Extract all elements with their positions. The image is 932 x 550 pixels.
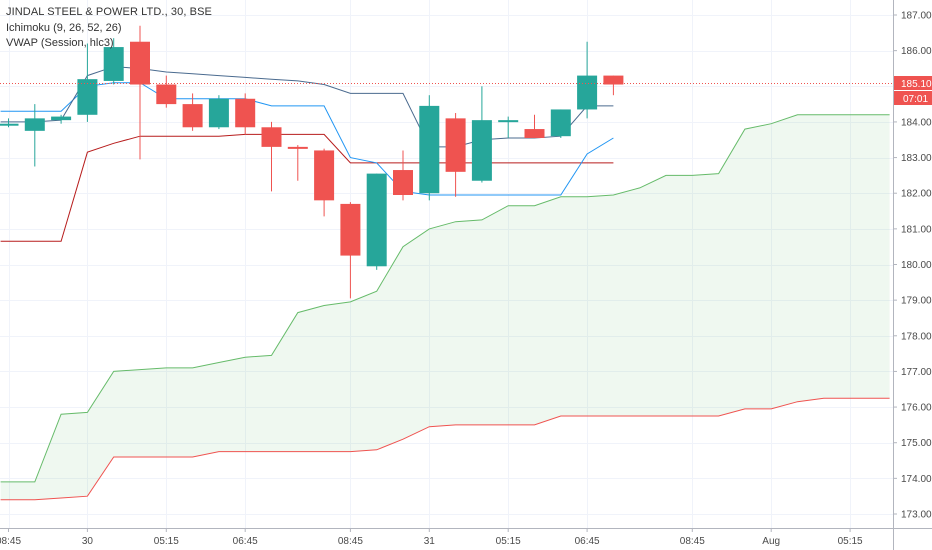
- conversion-line: [0, 82, 614, 196]
- candle[interactable]: [524, 114, 545, 138]
- time-tick-label: 30: [82, 536, 94, 547]
- price-tick-label: 184.00: [901, 117, 932, 128]
- candle-body[interactable]: [208, 98, 229, 128]
- candle-body[interactable]: [235, 98, 256, 128]
- last-price-label: 185.10: [901, 79, 932, 90]
- price-tick-label: 180.00: [901, 260, 932, 271]
- price-tick-label: 173.00: [901, 510, 932, 521]
- price-tick-label: 181.00: [901, 224, 932, 235]
- candle[interactable]: [182, 93, 203, 131]
- time-tick-label: 06:45: [233, 536, 258, 547]
- leading-span-b-line: [0, 397, 890, 501]
- candle[interactable]: [314, 148, 335, 217]
- time-tick-label: 06:45: [575, 536, 600, 547]
- candle[interactable]: [419, 95, 440, 201]
- price-tick-label: 176.00: [901, 403, 932, 414]
- candle-body[interactable]: [419, 105, 440, 194]
- candle[interactable]: [471, 86, 492, 183]
- candle-body[interactable]: [498, 120, 519, 123]
- candle[interactable]: [235, 93, 256, 135]
- price-tick-label: 186.00: [901, 46, 932, 57]
- candle-body[interactable]: [524, 129, 545, 138]
- price-tick-label: 174.00: [901, 474, 932, 485]
- time-tick-label: 05:15: [838, 536, 863, 547]
- time-tick-label: 08:45: [680, 536, 705, 547]
- candle-body[interactable]: [314, 150, 335, 201]
- time-axis-background: [0, 528, 893, 550]
- candle[interactable]: [577, 41, 598, 119]
- price-tick-label: 183.00: [901, 153, 932, 164]
- countdown-label: 07:01: [903, 94, 928, 105]
- time-tick-label: 08:45: [0, 536, 21, 547]
- time-tick-label: 31: [424, 536, 436, 547]
- cloud-fill: [0, 114, 890, 500]
- candle[interactable]: [498, 116, 519, 138]
- candle[interactable]: [445, 113, 466, 197]
- candle-body[interactable]: [51, 116, 72, 121]
- ichimoku-legend[interactable]: Ichimoku (9, 26, 52, 26): [6, 21, 122, 34]
- leading-span-a-line: [0, 114, 890, 483]
- candles[interactable]: [0, 25, 624, 299]
- time-tick-label: 08:45: [338, 536, 363, 547]
- candle[interactable]: [130, 25, 150, 160]
- chart-title: JINDAL STEEL & POWER LTD., 30, BSE: [6, 6, 212, 18]
- candle[interactable]: [51, 114, 72, 124]
- candle-body[interactable]: [393, 170, 413, 195]
- candle[interactable]: [156, 75, 177, 108]
- candle-body[interactable]: [261, 127, 282, 147]
- candle-body[interactable]: [340, 203, 361, 256]
- price-tick-label: 187.00: [901, 11, 932, 22]
- candle[interactable]: [287, 145, 308, 181]
- candle-body[interactable]: [24, 118, 45, 131]
- ichimoku-cloud: [0, 114, 890, 500]
- price-tick-label: 177.00: [901, 367, 932, 378]
- chart-legend: JINDAL STEEL & POWER LTD., 30, BSE Ichim…: [6, 5, 212, 52]
- time-tick-label: Aug: [762, 536, 780, 547]
- price-tick-label: 175.00: [901, 438, 932, 449]
- time-axis[interactable]: 08:45 30 05:15 06:45 08:45 31 05:15 06:45 08:45 A…: [0, 528, 932, 550]
- candle-body[interactable]: [550, 109, 571, 137]
- last-price-badge: [894, 76, 932, 90]
- candle[interactable]: [208, 95, 229, 130]
- candle[interactable]: [550, 109, 571, 138]
- candle-body[interactable]: [471, 120, 492, 181]
- vwap-legend[interactable]: VWAP (Session, hlc3): [6, 37, 114, 49]
- candle-body[interactable]: [603, 75, 624, 85]
- candle-body[interactable]: [287, 146, 308, 149]
- candle-body[interactable]: [366, 173, 387, 267]
- candle[interactable]: [0, 118, 19, 128]
- price-tick-label: 182.00: [901, 189, 932, 200]
- candle[interactable]: [393, 150, 413, 201]
- candle[interactable]: [77, 43, 98, 122]
- candle-body[interactable]: [156, 84, 177, 105]
- candle[interactable]: [366, 173, 387, 270]
- time-tick-label: 05:15: [496, 536, 521, 547]
- candle-body[interactable]: [182, 104, 203, 128]
- price-axis[interactable]: 187.00186.00185.00184.00183.00182.00181.…: [893, 0, 932, 550]
- price-tick-label: 178.00: [901, 331, 932, 342]
- price-tick-label: 179.00: [901, 296, 932, 307]
- candle[interactable]: [261, 121, 282, 192]
- candle[interactable]: [103, 38, 124, 85]
- candle-body[interactable]: [77, 79, 98, 115]
- candle-body[interactable]: [445, 118, 466, 172]
- candle-body[interactable]: [130, 41, 150, 85]
- candle[interactable]: [603, 75, 624, 96]
- candle-body[interactable]: [0, 123, 19, 126]
- candle-body[interactable]: [577, 75, 598, 110]
- candle[interactable]: [24, 104, 45, 167]
- candle-body[interactable]: [103, 47, 124, 81]
- candle[interactable]: [340, 202, 361, 299]
- time-tick-label: 05:15: [154, 536, 179, 547]
- grid: [0, 0, 893, 528]
- base-line: [0, 133, 614, 242]
- countdown-badge: [894, 91, 932, 105]
